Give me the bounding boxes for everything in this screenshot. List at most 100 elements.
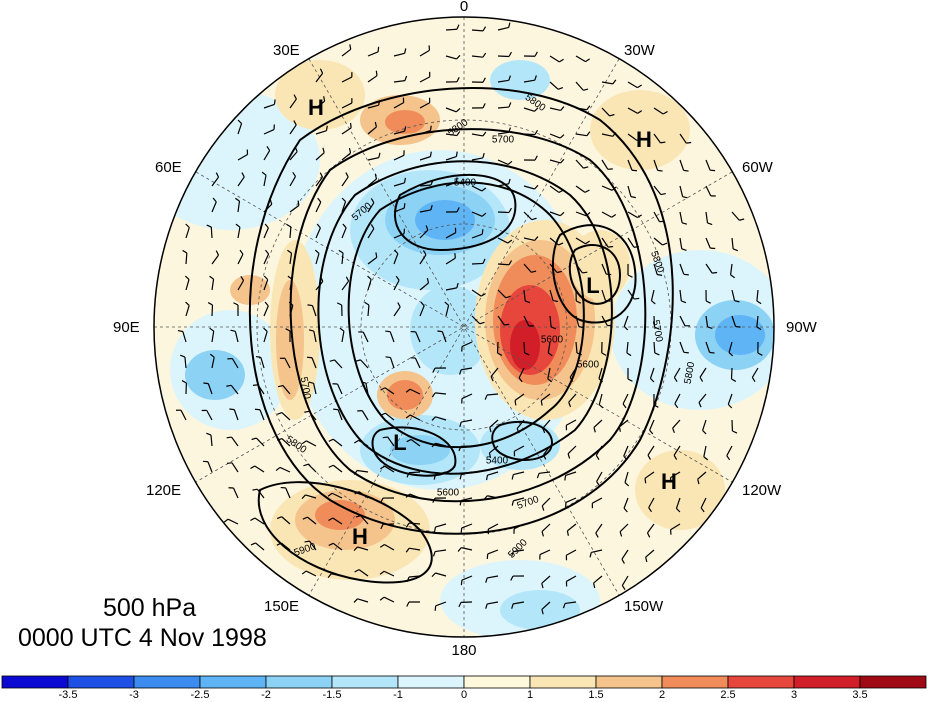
wind-barb-flag	[294, 146, 298, 152]
wind-barb-flag	[547, 352, 553, 357]
colorbar-swatch	[265, 675, 333, 689]
wind-barb	[670, 523, 681, 531]
wind-barb	[598, 367, 603, 379]
wind-barb	[514, 393, 525, 401]
wind-barb-flag	[660, 192, 666, 196]
wind-barb	[282, 385, 291, 395]
wind-barb-flag	[611, 186, 617, 191]
wind-barb	[471, 133, 483, 137]
wind-barb-flag	[618, 426, 621, 432]
wind-barb	[565, 471, 577, 477]
wind-barb	[230, 384, 239, 395]
wind-barb	[257, 384, 265, 395]
wind-barb	[648, 497, 655, 508]
wind-barb	[234, 331, 239, 343]
wind-barb	[575, 81, 584, 91]
wind-barb	[358, 569, 369, 577]
wind-barb	[233, 409, 239, 421]
wind-barb	[389, 357, 395, 369]
wind-barb	[471, 185, 483, 192]
wind-barb	[627, 237, 635, 248]
colorbar-tick-label: -2.5	[190, 689, 210, 701]
wind-barb	[623, 315, 629, 327]
wind-barb-flag	[405, 414, 411, 419]
wind-barb	[461, 367, 473, 371]
lon-label-120e: 120E	[146, 482, 182, 499]
wind-barb-flag	[585, 212, 591, 217]
wind-barb	[281, 412, 291, 421]
wind-barb-flag	[301, 440, 307, 445]
wind-barb-flag	[426, 277, 430, 284]
wind-barb-flag	[345, 172, 349, 178]
colorbar-tick-label: 1	[526, 689, 534, 701]
wind-barb	[679, 185, 684, 197]
wind-barb-flag	[485, 577, 488, 583]
wind-barb	[237, 153, 248, 161]
wind-barb	[334, 359, 343, 369]
wind-barb-flag	[317, 197, 322, 203]
wind-barb	[575, 237, 586, 245]
wind-barb	[539, 471, 551, 474]
wind-barb	[627, 211, 638, 219]
wind-barb	[523, 263, 532, 273]
wind-barb-flag	[184, 275, 190, 280]
wind-barb-flag	[560, 158, 565, 164]
wind-barb	[311, 357, 317, 369]
wind-barb-flag	[593, 582, 596, 589]
wind-barb	[489, 419, 499, 428]
wind-barb-flag	[556, 270, 562, 274]
wind-barb-flag	[534, 129, 539, 135]
wind-barb	[645, 549, 655, 558]
wind-barb	[728, 341, 733, 353]
colorbar-swatch	[463, 675, 531, 689]
wind-barb	[211, 357, 215, 369]
wind-barb-flag	[304, 540, 310, 543]
wind-barb-flag	[378, 152, 381, 158]
wind-barb	[653, 341, 656, 354]
wind-barb	[393, 253, 399, 265]
wind-barb-flag	[585, 58, 591, 63]
wind-barb	[461, 547, 473, 551]
wind-barb-flag	[488, 452, 492, 458]
lon-label-60e: 60E	[155, 159, 182, 176]
wind-barb-flag	[673, 454, 678, 460]
wind-barb	[513, 497, 525, 502]
wind-barb	[650, 289, 655, 301]
wind-barb	[408, 522, 421, 525]
wind-barb-flag	[683, 273, 689, 276]
wind-barb-flag	[612, 79, 617, 85]
wind-barb	[331, 573, 343, 577]
wind-barb-flag	[354, 569, 360, 573]
wind-barb-flag	[582, 271, 588, 274]
wind-barb-flag	[404, 48, 407, 54]
wind-barb-flag	[654, 352, 660, 356]
wind-barb-flag	[354, 439, 359, 444]
wind-barb-flag	[456, 24, 460, 30]
wind-barb-flag	[575, 300, 582, 304]
high-center: H	[661, 469, 677, 494]
wind-barb-flag	[569, 377, 574, 382]
wind-barb	[357, 546, 369, 551]
wind-barb	[281, 542, 291, 551]
wind-barb	[541, 601, 551, 610]
wind-barb	[341, 176, 349, 187]
wind-barb-flag	[756, 326, 762, 331]
wind-barb	[315, 100, 326, 109]
wind-barb	[487, 601, 499, 605]
wind-barb-flag	[353, 598, 358, 603]
wind-barb-flag	[636, 137, 642, 141]
wind-barb	[471, 55, 483, 58]
wind-barb-flag	[508, 260, 513, 266]
wind-barb-flag	[380, 387, 386, 391]
wind-barb	[673, 445, 681, 456]
wind-barb-flag	[263, 275, 269, 281]
wind-barb	[598, 393, 603, 405]
wind-barb	[361, 410, 369, 421]
wind-barb-flag	[731, 378, 737, 382]
wind-barb	[341, 76, 353, 83]
wind-barb	[601, 159, 609, 170]
wind-barb-flag	[511, 474, 514, 480]
wind-barb-flag	[379, 544, 385, 548]
wind-barb	[387, 436, 395, 447]
